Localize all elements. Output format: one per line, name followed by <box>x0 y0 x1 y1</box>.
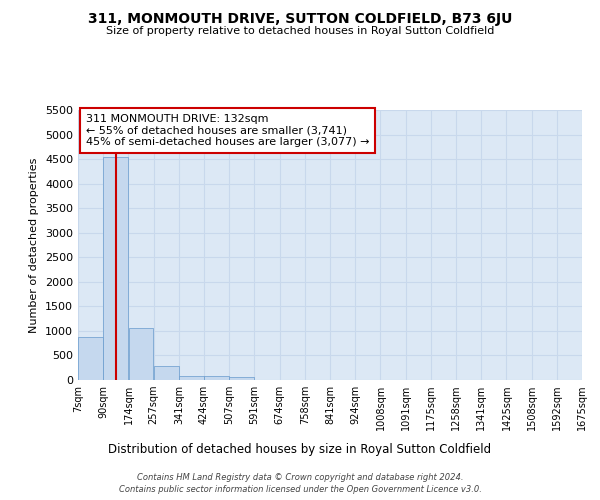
Text: Contains public sector information licensed under the Open Government Licence v3: Contains public sector information licen… <box>119 485 481 494</box>
Text: Size of property relative to detached houses in Royal Sutton Coldfield: Size of property relative to detached ho… <box>106 26 494 36</box>
Text: 311, MONMOUTH DRIVE, SUTTON COLDFIELD, B73 6JU: 311, MONMOUTH DRIVE, SUTTON COLDFIELD, B… <box>88 12 512 26</box>
Bar <box>154 366 179 380</box>
Y-axis label: Number of detached properties: Number of detached properties <box>29 158 40 332</box>
Bar <box>103 156 128 380</box>
Text: 311 MONMOUTH DRIVE: 132sqm
← 55% of detached houses are smaller (3,741)
45% of s: 311 MONMOUTH DRIVE: 132sqm ← 55% of deta… <box>86 114 369 147</box>
Text: Distribution of detached houses by size in Royal Sutton Coldfield: Distribution of detached houses by size … <box>109 442 491 456</box>
Bar <box>78 337 103 380</box>
Text: Contains HM Land Registry data © Crown copyright and database right 2024.: Contains HM Land Registry data © Crown c… <box>137 472 463 482</box>
Bar <box>179 376 204 380</box>
Bar <box>204 376 229 380</box>
Bar <box>229 378 254 380</box>
Bar <box>129 328 153 380</box>
